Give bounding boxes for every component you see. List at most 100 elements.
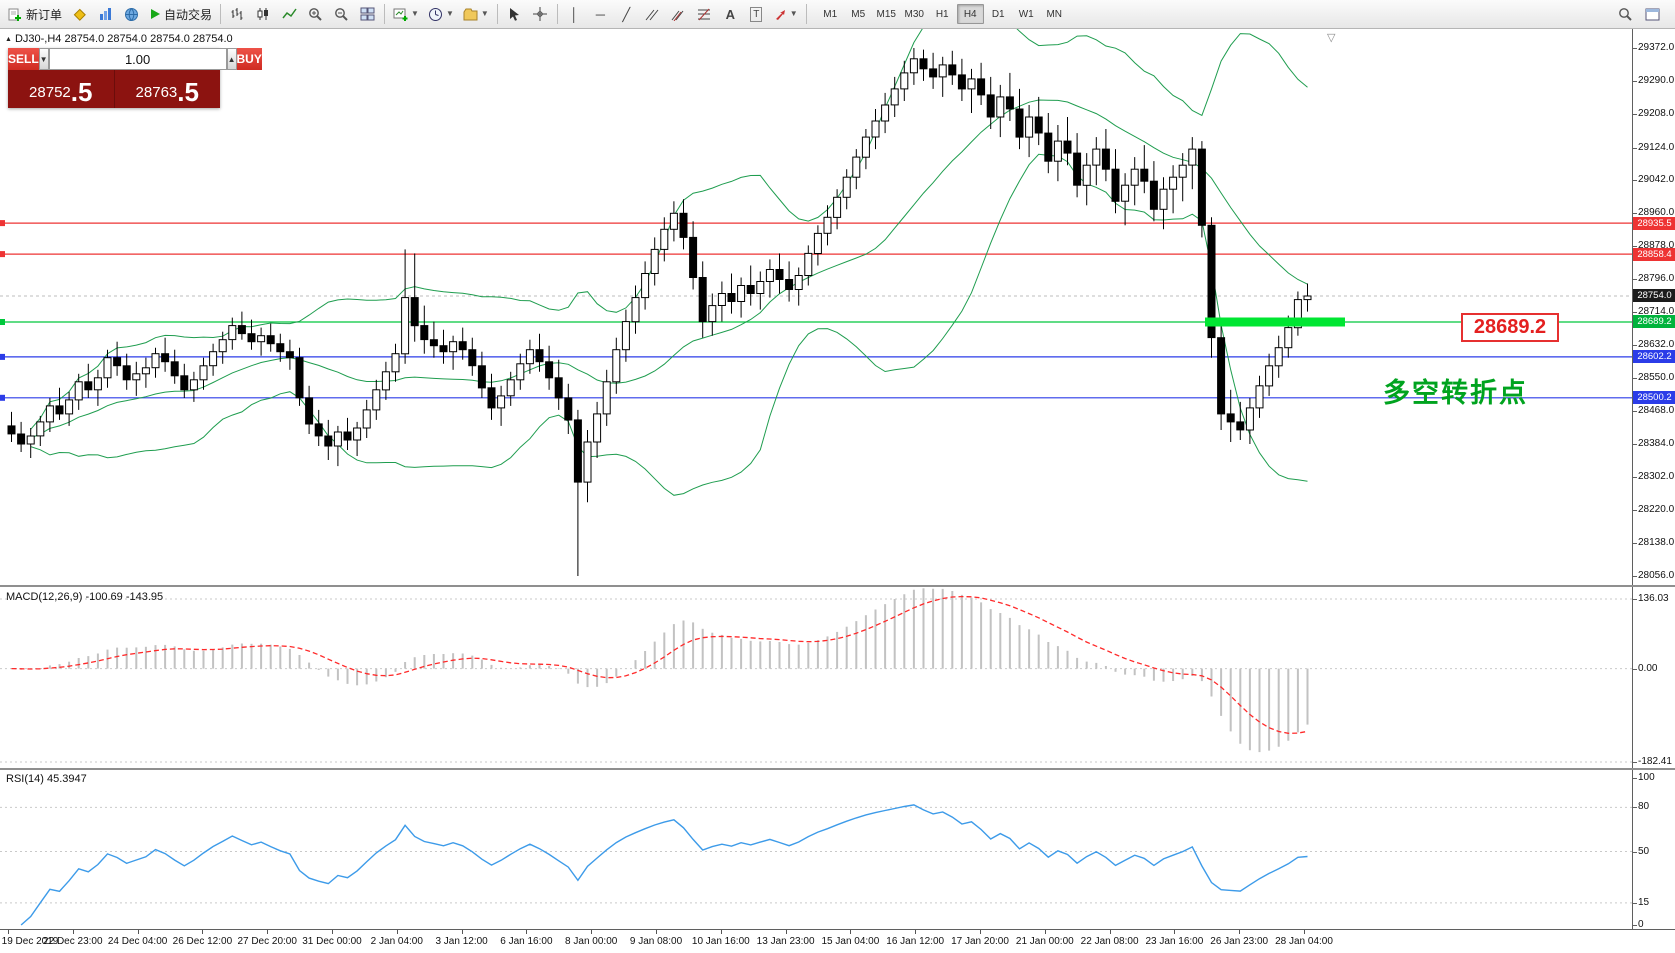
search-button[interactable] xyxy=(1613,3,1638,26)
template-icon xyxy=(463,8,478,20)
crosshair-button[interactable] xyxy=(528,3,553,26)
volume-increase-button[interactable]: ▲ xyxy=(226,48,237,70)
channel-icon xyxy=(645,9,659,20)
time-tick xyxy=(850,930,852,934)
timeframe-m15-button[interactable]: M15 xyxy=(876,8,896,20)
chevron-down-icon: ▼ xyxy=(789,9,798,18)
market-watch-button[interactable] xyxy=(67,3,92,26)
template-button[interactable]: ▼ xyxy=(459,3,493,26)
cursor-button[interactable] xyxy=(502,3,527,26)
channel-button[interactable] xyxy=(640,3,665,26)
timeframe-m30-button[interactable]: M30 xyxy=(904,8,924,20)
auto-trading-button[interactable]: 自动交易 xyxy=(145,3,216,26)
timeframe-m5-button[interactable]: M5 xyxy=(851,8,866,20)
time-tick-label: 31 Dec 00:00 xyxy=(302,936,362,947)
chart-shift-marker-icon[interactable]: ▽ xyxy=(1327,32,1336,44)
time-tick xyxy=(915,930,917,934)
new-order-button[interactable]: 新订单 xyxy=(4,3,66,26)
timeframe-w1-button[interactable]: W1 xyxy=(1018,8,1034,20)
bar-chart-button[interactable] xyxy=(225,3,250,26)
trendline-button[interactable]: ╱ xyxy=(614,3,639,26)
fibonacci-icon xyxy=(698,8,711,20)
candlestick-chart-button[interactable] xyxy=(251,3,276,26)
chevron-down-icon: ▼ xyxy=(445,9,454,18)
text-button[interactable]: A xyxy=(718,3,743,26)
price-axis[interactable]: 29372.0 29290.0 29208.0 29124.0 29042.0 28960… xyxy=(1632,29,1675,930)
pitchfork-button[interactable] xyxy=(666,3,691,26)
toolbar-right xyxy=(1613,3,1671,26)
price-callout-box[interactable]: 28689.2 xyxy=(1461,313,1559,342)
axis-tick-label: 28056.0 xyxy=(1632,570,1675,581)
time-tick-label: 24 Dec 04:00 xyxy=(107,936,168,947)
horizontal-line-icon: ─ xyxy=(595,6,605,22)
macd-pane[interactable] xyxy=(0,588,1632,768)
fibonacci-button[interactable] xyxy=(692,3,717,26)
zoom-in-icon xyxy=(309,7,322,21)
vertical-line-button[interactable]: │ xyxy=(562,3,587,26)
volume-input[interactable] xyxy=(48,48,227,70)
axis-tick-label: 100 xyxy=(1633,772,1655,783)
axis-tick-label: -182.41 xyxy=(1633,756,1672,767)
period-clock-button[interactable]: ▼ xyxy=(424,3,458,26)
horizontal-line-button[interactable]: ─ xyxy=(588,3,613,26)
price-badge-28689.2: 28689.2 xyxy=(1633,315,1675,329)
time-axis[interactable]: 19 Dec 2019 22 Dec 23:00 24 Dec 04:00 26 De… xyxy=(0,929,1675,953)
time-tick-label: 15 Jan 04:00 xyxy=(821,936,880,947)
data-window-button[interactable] xyxy=(93,3,118,26)
bollinger-upper-band xyxy=(30,29,1308,430)
sell-price[interactable]: 28752.5 xyxy=(8,70,114,108)
timeframe-m1-button[interactable]: M1 xyxy=(823,8,838,20)
highlight-bar[interactable] xyxy=(1205,317,1345,327)
timeframe-d1-button[interactable]: D1 xyxy=(991,8,1005,20)
time-tick xyxy=(980,930,981,934)
axis-tick-label: 28632.0 xyxy=(1632,338,1675,350)
buy-price[interactable]: 28763.5 xyxy=(113,70,221,108)
pane-separator[interactable] xyxy=(0,585,1675,587)
search-icon xyxy=(1619,7,1632,21)
price-badge-28935.5: 28935.5 xyxy=(1633,216,1675,230)
time-tick-label: 22 Dec 23:00 xyxy=(43,936,103,947)
time-tick-label: 27 Dec 20:00 xyxy=(237,936,297,947)
rsi-pane[interactable] xyxy=(0,770,1632,929)
layout-button[interactable] xyxy=(1640,3,1665,26)
time-tick-label: 3 Jan 12:00 xyxy=(435,936,488,947)
time-tick xyxy=(656,930,657,934)
turning-point-text[interactable]: 多空转折点 xyxy=(1383,378,1528,408)
text-label-button[interactable]: T xyxy=(744,3,769,26)
line-chart-button[interactable] xyxy=(277,3,302,26)
symbol-ohlc-overlay: ▲ DJ30-,H4 28754.0 28754.0 28754.0 28754… xyxy=(5,33,233,45)
navigator-button[interactable] xyxy=(119,3,144,26)
axis-tick-label: 50 xyxy=(1632,845,1650,857)
macd-signal-line xyxy=(11,595,1308,734)
time-tick xyxy=(461,930,463,934)
volume-decrease-button[interactable]: ▼ xyxy=(38,48,49,70)
candles xyxy=(7,48,1312,576)
arrows-button[interactable]: ▼ xyxy=(770,3,802,26)
bollinger-middle-band xyxy=(30,99,1308,439)
time-tick-label: 16 Jan 12:00 xyxy=(886,936,945,947)
timeframe-h4-button[interactable]: H4 xyxy=(956,4,984,24)
main-chart[interactable] xyxy=(0,29,1632,585)
zoom-out-button[interactable] xyxy=(329,3,354,26)
timeframe-h1-button[interactable]: H1 xyxy=(935,8,949,20)
data-window-icon xyxy=(100,8,112,20)
timeframe-mn-button[interactable]: MN xyxy=(1046,8,1062,20)
axis-tick-label: 29208.0 xyxy=(1632,107,1675,119)
text-icon: A xyxy=(725,6,735,22)
tile-windows-icon xyxy=(360,7,375,21)
line-edge-marker xyxy=(0,220,5,227)
macd-histogram xyxy=(20,588,1309,753)
time-tick-label: 6 Jan 16:00 xyxy=(500,936,553,947)
collapse-triangle-icon[interactable]: ▲ xyxy=(5,35,12,43)
new-chart-button[interactable]: ▼ xyxy=(389,3,423,26)
price-badge-28602.2: 28602.2 xyxy=(1633,350,1675,364)
buy-button[interactable]: BUY xyxy=(236,48,262,70)
time-tick xyxy=(1239,930,1241,934)
tile-windows-button[interactable] xyxy=(355,3,380,26)
sell-button[interactable]: SELL xyxy=(8,48,39,70)
zoom-in-button[interactable] xyxy=(303,3,328,26)
line-edge-marker xyxy=(0,251,5,258)
time-tick-label: 26 Dec 12:00 xyxy=(172,936,233,947)
pane-separator[interactable] xyxy=(0,768,1675,770)
axis-tick-label: 29042.0 xyxy=(1632,174,1675,186)
